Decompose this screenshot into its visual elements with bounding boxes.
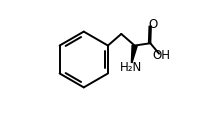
Polygon shape xyxy=(131,45,137,62)
Text: OH: OH xyxy=(153,49,171,62)
Text: H₂N: H₂N xyxy=(120,61,142,74)
Text: O: O xyxy=(148,18,158,31)
